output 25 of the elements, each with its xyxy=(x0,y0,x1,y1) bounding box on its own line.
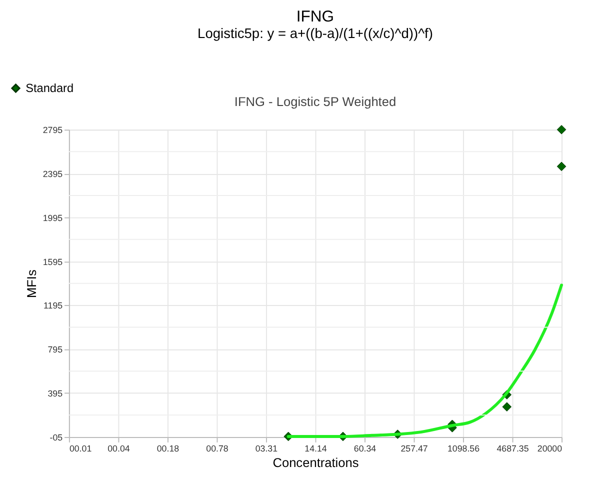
x-tick-label: 03.31 xyxy=(255,443,278,454)
x-axis-title: Concentrations xyxy=(272,455,359,470)
x-tick-label: 20000 xyxy=(537,443,562,454)
x-tick-label: 00.01 xyxy=(69,443,92,454)
x-tick-label: 00.78 xyxy=(206,443,228,454)
y-tick-label: 1995 xyxy=(42,212,63,223)
y-tick-label: -05 xyxy=(50,432,63,442)
y-tick-label: 2395 xyxy=(42,169,63,180)
y-axis-title: MFIs xyxy=(24,270,39,298)
y-tick-label: 2795 xyxy=(42,125,63,136)
y-tick-label: 1195 xyxy=(43,300,63,311)
x-tick-label: 60.34 xyxy=(354,443,376,454)
x-tick-label: 00.18 xyxy=(156,443,180,454)
x-tick-label: 4687.35 xyxy=(496,443,529,454)
legend-label: Standard xyxy=(26,81,74,96)
x-tick-label: 00.04 xyxy=(108,443,130,454)
text: IFNG - Logistic 5P Weighted xyxy=(234,94,396,110)
y-tick-label: 1595 xyxy=(42,256,63,267)
y-tick-label: 795 xyxy=(48,344,63,355)
y-tick-label: 395 xyxy=(48,388,63,399)
chart-subtitle: Logistic5p: y = a+((b-a)/(1+((x/c)^d))^f) xyxy=(198,26,433,42)
x-tick-label: 14.14 xyxy=(304,443,327,454)
x-tick-label: 257.47 xyxy=(400,443,428,454)
chart-title: IFNG xyxy=(296,8,334,26)
x-tick-label: 1098.56 xyxy=(447,443,480,454)
